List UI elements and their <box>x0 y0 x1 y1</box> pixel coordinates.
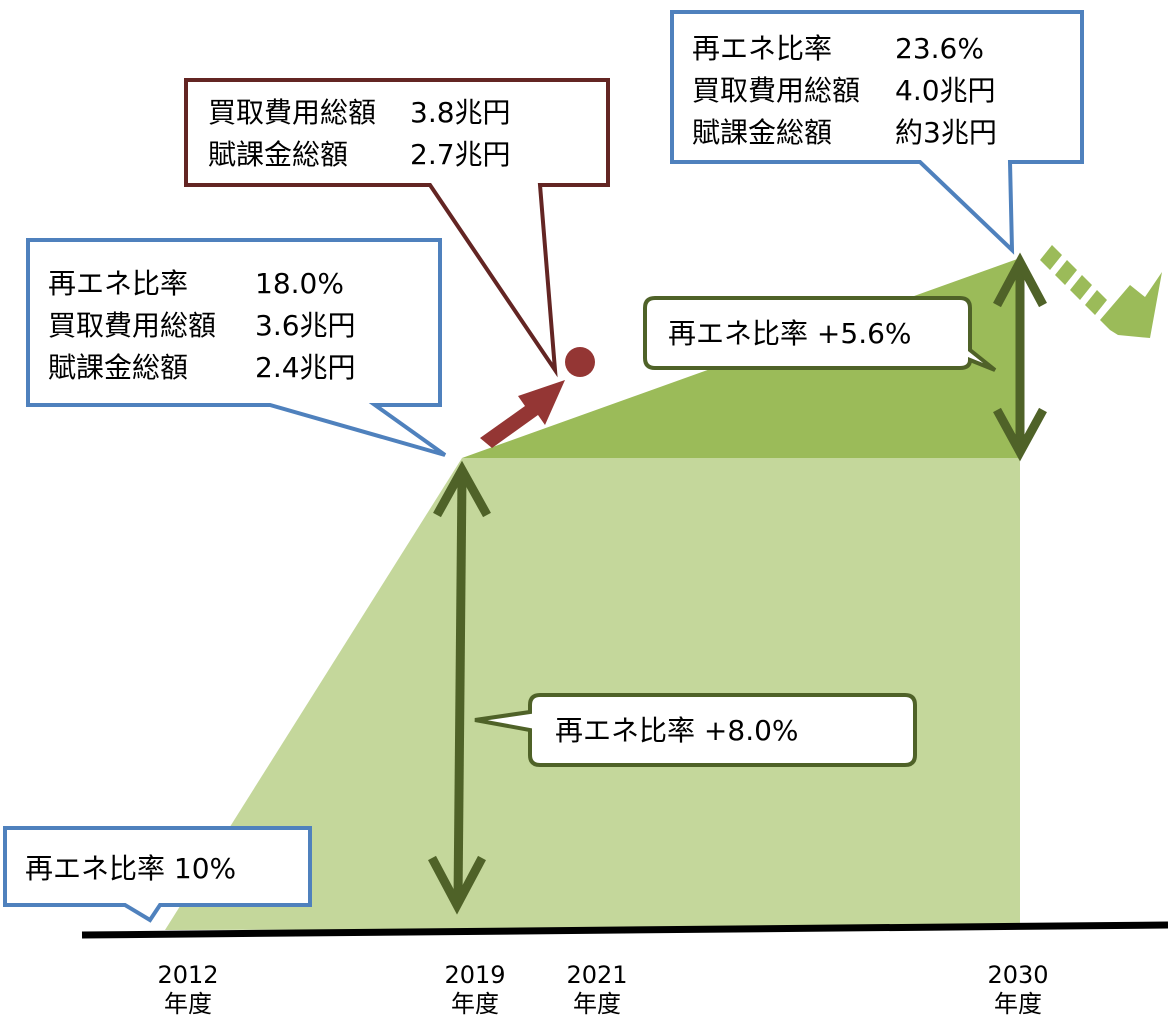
double-arrow <box>428 460 491 915</box>
callout-label: 買取費用総額 <box>48 309 216 342</box>
callout-label: 再エネ比率 <box>48 267 188 300</box>
x-label-unit: 年度 <box>573 990 621 1018</box>
baseline <box>81 921 1168 939</box>
x-label-year: 2019 <box>444 961 505 989</box>
callout <box>670 10 1084 255</box>
callout-label: 賦課金総額 <box>48 351 188 384</box>
callout-value: 約3兆円 <box>895 116 997 149</box>
x-label-year: 2021 <box>566 961 627 989</box>
callout-value: 23.6% <box>895 32 984 65</box>
increase-text: 再エネ比率 +8.0% <box>555 714 799 747</box>
callout-value: 4.0兆円 <box>895 74 996 107</box>
callout-label: 再エネ比率 <box>692 32 832 65</box>
callout-label: 買取費用総額 <box>208 96 376 129</box>
trend-arrow <box>1040 245 1162 338</box>
increase-box <box>643 296 997 372</box>
callout <box>26 238 447 457</box>
x-label-unit: 年度 <box>994 990 1042 1018</box>
callout-text: 再エネ比率 10% <box>25 852 236 885</box>
callout <box>3 826 312 923</box>
callout-label: 賦課金総額 <box>208 138 348 171</box>
callout-value: 3.8兆円 <box>410 96 511 129</box>
callout-label: 賦課金総額 <box>692 116 832 149</box>
increase-box <box>474 693 917 767</box>
callout-value: 2.7兆円 <box>410 138 511 171</box>
increase-text: 再エネ比率 +5.6% <box>668 317 912 350</box>
x-label-year: 2012 <box>157 961 218 989</box>
callout-value: 18.0% <box>255 267 344 300</box>
red-arrow <box>480 347 595 448</box>
callout-label: 買取費用総額 <box>692 74 860 107</box>
callout-value: 2.4兆円 <box>255 351 356 384</box>
x-label-year: 2030 <box>987 961 1048 989</box>
x-label-unit: 年度 <box>164 990 212 1018</box>
callout-value: 3.6兆円 <box>255 309 356 342</box>
double-arrow <box>993 252 1047 462</box>
callout <box>184 78 610 378</box>
x-label-unit: 年度 <box>451 990 499 1018</box>
